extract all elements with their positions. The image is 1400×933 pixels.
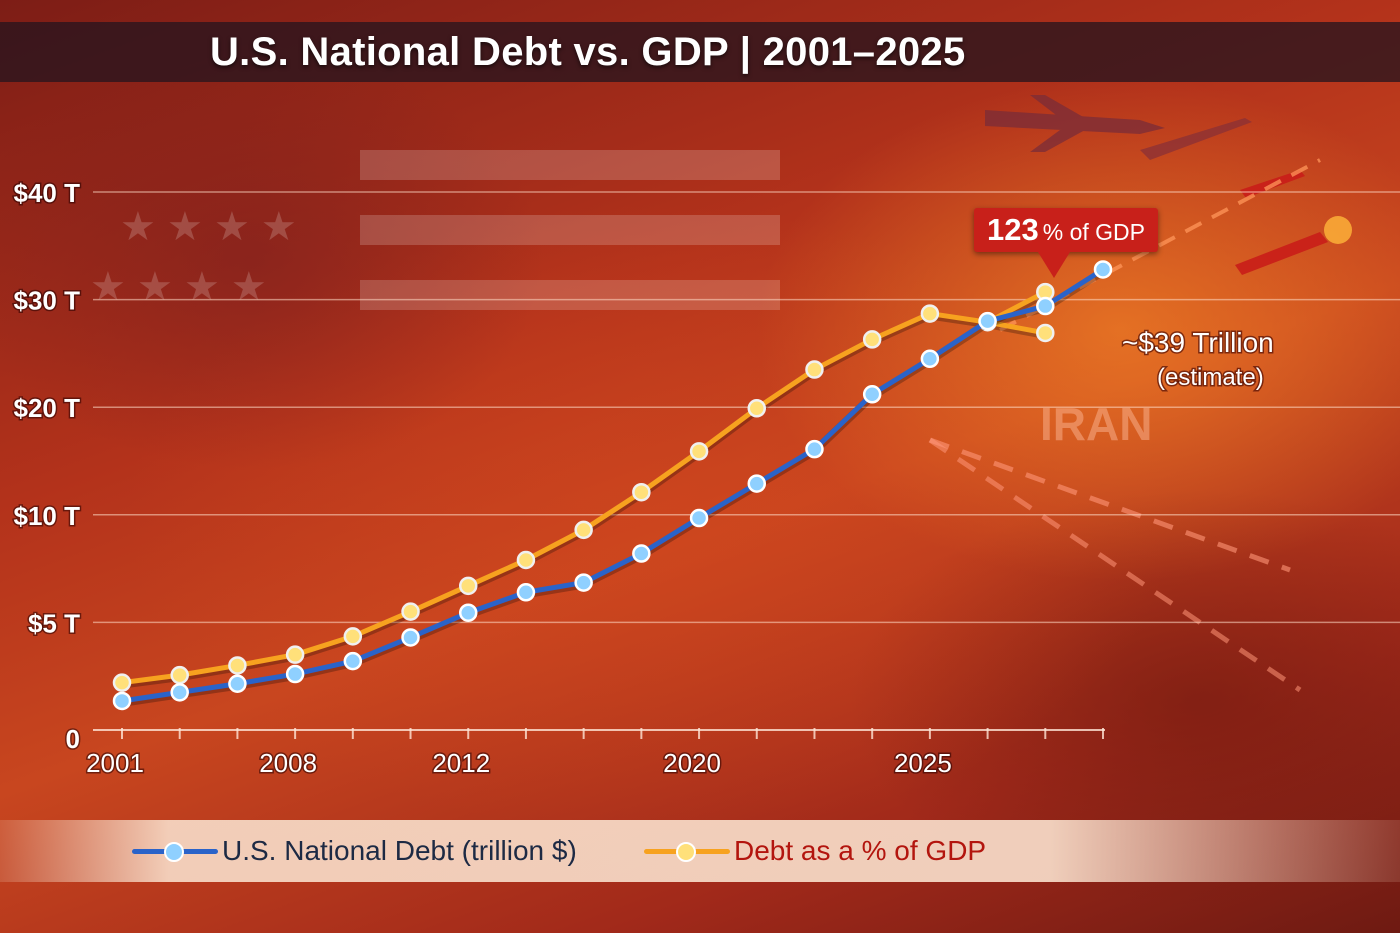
- data-point-debt: [862, 385, 882, 404]
- y-axis: 0 $5 T $10 T $20 T $30 T $40 T: [12, 177, 82, 756]
- data-point-debt: [285, 664, 305, 684]
- series: [112, 260, 1113, 711]
- y-tick-label: $40 T: [14, 178, 81, 208]
- data-point-gdp: [574, 520, 593, 540]
- aircraft-decoration: [985, 95, 1252, 160]
- gdp-callout: 123% of GDP: [974, 208, 1158, 252]
- x-tick-label: 2001: [86, 748, 144, 778]
- data-point-gdp: [112, 673, 132, 692]
- series-line-gdp: [119, 311, 1048, 686]
- grid: [93, 191, 1400, 731]
- legend-label-debt: U.S. National Debt (trillion $): [222, 835, 577, 866]
- svg-text:★ ★ ★ ★: ★ ★ ★ ★: [90, 265, 267, 309]
- data-point-debt: [689, 508, 709, 528]
- data-point-gdp: [747, 399, 767, 418]
- data-point-debt: [516, 583, 536, 602]
- y-tick-label: $20 T: [14, 393, 81, 423]
- x-tick-label: 2025: [894, 748, 952, 778]
- data-point-debt: [170, 683, 189, 702]
- data-point-debt: [1093, 260, 1113, 279]
- data-point-debt: [112, 691, 132, 711]
- estimate-annotation-sub: (estimate): [1157, 364, 1264, 391]
- data-point-gdp: [632, 482, 651, 502]
- title-bar: [0, 22, 1400, 82]
- data-point-debt: [1036, 296, 1055, 316]
- data-point-debt: [228, 674, 247, 693]
- estimate-annotation: ~$39 Trillion: [1122, 327, 1274, 358]
- data-point-debt: [343, 651, 363, 671]
- svg-text:★ ★ ★ ★: ★ ★ ★ ★: [120, 205, 297, 249]
- y-tick-label: $10 T: [14, 501, 81, 531]
- data-point-gdp: [516, 550, 536, 570]
- iran-map-label: IRAN: [1040, 398, 1152, 450]
- data-point-gdp: [805, 360, 824, 379]
- legend: U.S. National Debt (trillion $) Debt as …: [0, 820, 1400, 882]
- chart-title: U.S. National Debt vs. GDP | 2001–2025: [210, 30, 966, 74]
- data-point-debt: [574, 573, 593, 592]
- gdp-callout-number: 123: [987, 212, 1039, 247]
- x-tick-label: 2020: [663, 748, 721, 778]
- data-point-debt: [747, 474, 767, 493]
- series-line-shadow-debt: [118, 267, 1107, 707]
- data-point-gdp: [689, 442, 709, 461]
- y-tick-label: $30 T: [14, 286, 81, 316]
- data-point-gdp: [862, 330, 882, 349]
- blue-line-dot-icon: [132, 820, 218, 882]
- data-point-debt: [632, 544, 651, 563]
- data-point-gdp: [458, 576, 478, 596]
- data-point-gdp: [228, 656, 247, 675]
- data-point-gdp: [920, 304, 940, 323]
- data-point-debt: [920, 349, 940, 369]
- y-tick-label: $5 T: [28, 608, 80, 638]
- legend-item-debt: U.S. National Debt (trillion $): [132, 820, 577, 882]
- data-point-debt: [978, 311, 997, 331]
- data-point-gdp: [285, 645, 305, 664]
- gdp-callout-pointer: [1038, 252, 1070, 278]
- data-point-debt: [401, 628, 420, 647]
- orange-line-dot-icon: [644, 820, 730, 882]
- x-tick-label: 2012: [432, 748, 490, 778]
- data-point-debt: [458, 603, 478, 622]
- data-point-gdp: [343, 627, 363, 646]
- series-line-debt: [119, 266, 1106, 704]
- us-flag-decoration: ★ ★ ★ ★ ★ ★ ★ ★: [90, 150, 780, 310]
- data-point-gdp: [401, 602, 420, 621]
- gdp-callout-text: % of GDP: [1042, 219, 1145, 245]
- legend-item-gdp: Debt as a % of GDP: [644, 820, 986, 882]
- data-point-gdp: [170, 665, 189, 685]
- y-tick-label: 0: [66, 724, 80, 754]
- x-axis: 2001 2008 2012 2020 2025: [85, 728, 1104, 780]
- data-point-gdp: [1036, 323, 1055, 343]
- x-tick-label: 2008: [259, 748, 317, 778]
- legend-label-gdp: Debt as a % of GDP: [734, 835, 987, 866]
- data-point-debt: [805, 439, 824, 459]
